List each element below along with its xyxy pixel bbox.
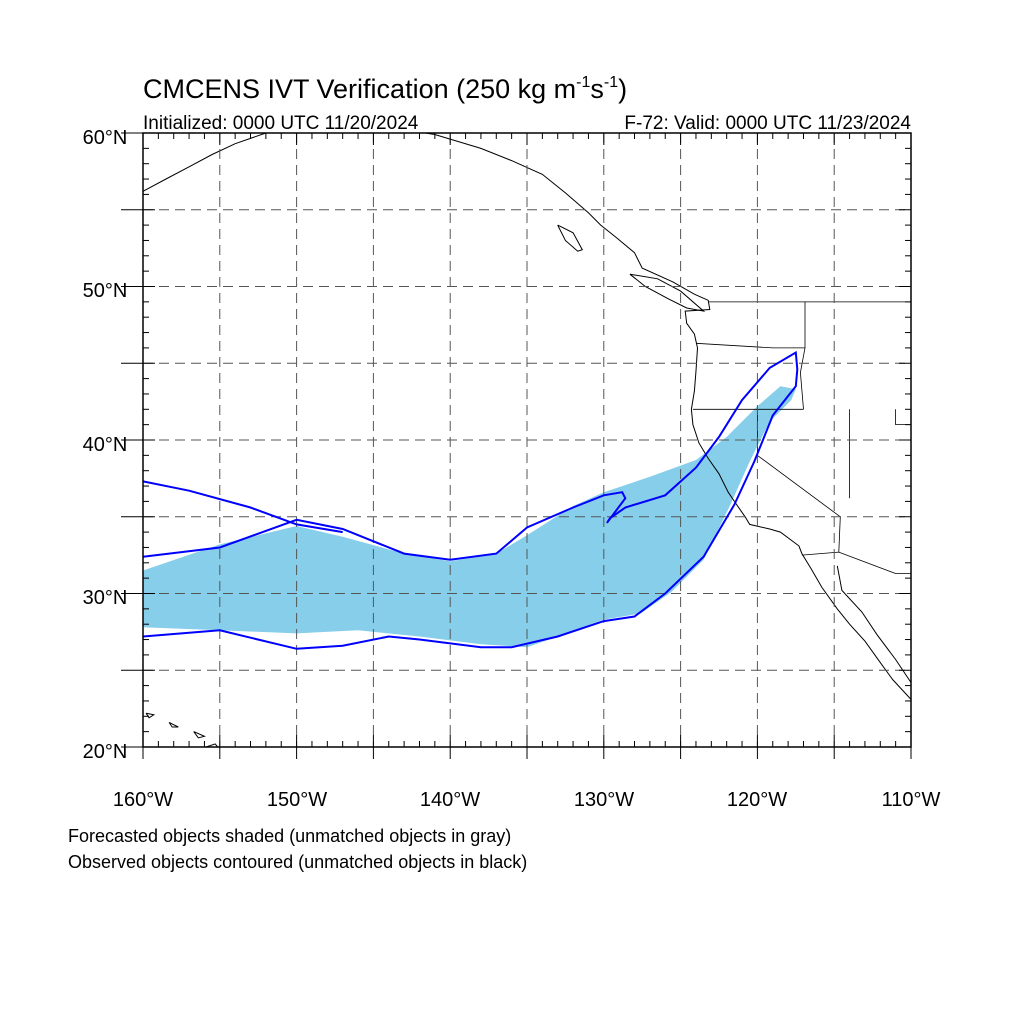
lon-label-150w: 150°W [267, 789, 327, 811]
lat-label-60: 60°N [83, 127, 128, 149]
lon-label-110w: 110°W [882, 789, 941, 811]
map-title: CMCENS IVT Verification (250 kg m-1s-1) [143, 74, 627, 104]
initialized-time: Initialized: 0000 UTC 11/20/2024 [143, 113, 419, 134]
legend-note-forecast: Forecasted objects shaded (unmatched obj… [68, 826, 512, 846]
axis-ticks [121, 132, 912, 759]
coastline-hawaii-kauai [145, 712, 156, 719]
forecast-ivt-object [143, 386, 796, 648]
observed-ivt-contour-west [143, 480, 343, 534]
coastline-hawaii-maui [193, 731, 206, 739]
border-ut-line [895, 409, 911, 425]
valid-time: F-72: Valid: 0000 UTC 11/23/2024 [624, 113, 911, 134]
lat-label-30: 30°N [83, 587, 128, 609]
coastline-alaska-south [143, 133, 267, 192]
coastline-north-america-west [327, 133, 911, 700]
border-az-line [838, 516, 841, 553]
lon-label-130w: 130°W [574, 789, 634, 811]
lat-lon-grid [143, 133, 911, 747]
lon-label-160w: 160°W [113, 789, 173, 811]
lat-label-50: 50°N [83, 280, 128, 302]
coastline-gulf-of-california [836, 565, 911, 683]
coastline-hawaii-big [205, 743, 219, 747]
lat-label-40: 40°N [83, 434, 128, 456]
lon-label-140w: 140°W [420, 789, 480, 811]
political-borders [692, 301, 911, 574]
coastlines [143, 133, 911, 747]
border-id-border [799, 301, 806, 410]
lat-label-20: 20°N [83, 741, 128, 763]
border-wa-or [695, 342, 805, 349]
coastline-hawaii-oahu [168, 721, 179, 728]
lon-label-120w: 120°W [727, 789, 787, 811]
border-us-mexico [801, 551, 911, 574]
legend-note-observed: Observed objects contoured (unmatched ob… [68, 852, 528, 872]
map-plot-area [143, 133, 911, 747]
coastline-haida-gwaii [557, 224, 584, 252]
coastline-vancouver-island [629, 273, 706, 312]
observed-ivt-contour [143, 350, 799, 650]
